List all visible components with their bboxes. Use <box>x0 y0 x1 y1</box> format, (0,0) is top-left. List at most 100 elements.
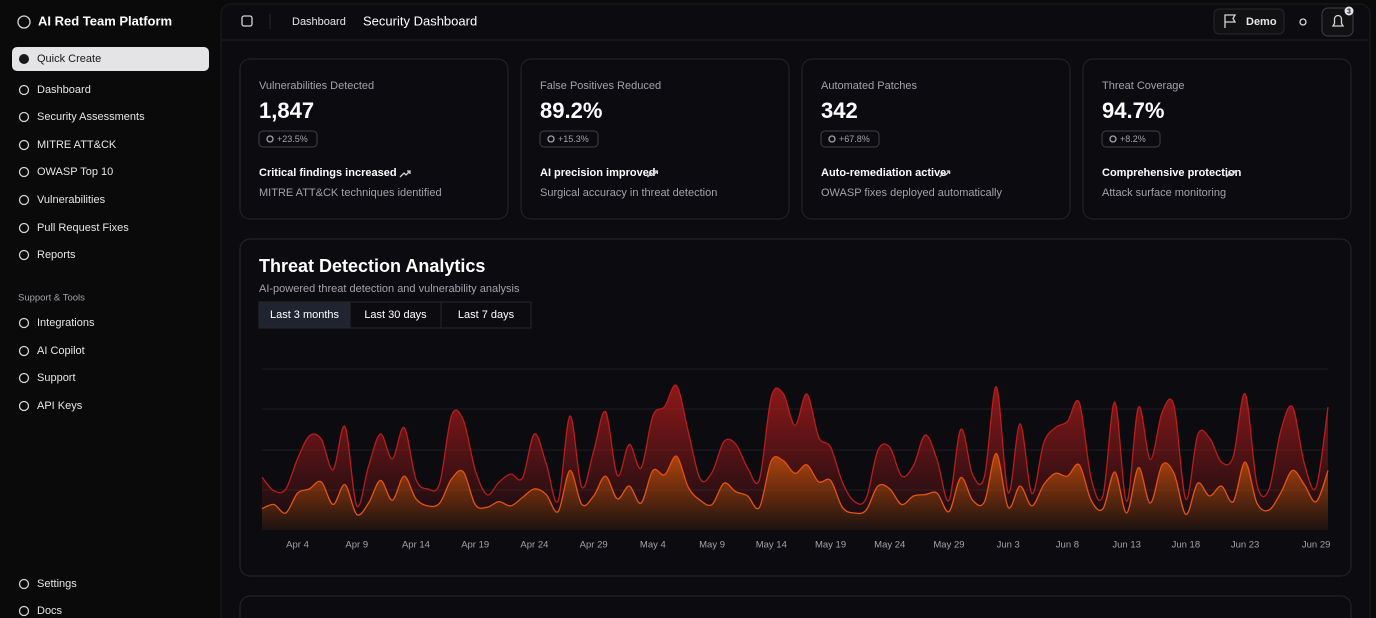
nav-item[interactable]: Pull Request Fixes <box>37 222 129 234</box>
nav-item[interactable]: API Keys <box>37 400 83 412</box>
badge <box>1344 6 1354 16</box>
x-tick-label: Apr 9 <box>345 540 368 551</box>
stat-description: Surgical accuracy in threat detection <box>540 187 717 199</box>
icon <box>18 605 30 617</box>
x-tick-label: May 24 <box>874 540 905 551</box>
stat-label: Vulnerabilities Detected <box>259 80 374 92</box>
x-tick-label: May 4 <box>640 540 666 551</box>
nav-item[interactable]: Docs <box>37 605 63 617</box>
icon <box>18 578 30 590</box>
icon <box>18 194 30 206</box>
x-tick-label: Jun 3 <box>997 540 1020 551</box>
stat-description: Attack surface monitoring <box>1102 187 1226 199</box>
icon <box>18 345 30 357</box>
icon <box>18 166 30 178</box>
stat-change: +8.2% <box>1120 134 1146 144</box>
range-tab-label[interactable]: Last 30 days <box>364 309 427 321</box>
stat-headline: Comprehensive protection <box>1102 167 1242 179</box>
flag-icon <box>1224 14 1237 28</box>
x-tick-label: Apr 24 <box>520 540 548 551</box>
nav-item[interactable]: AI Copilot <box>37 345 85 357</box>
stat-label: Automated Patches <box>821 80 918 92</box>
series-area <box>262 453 1328 530</box>
nav-item[interactable]: Dashboard <box>37 84 91 96</box>
icon <box>18 249 30 261</box>
nav-item[interactable]: Vulnerabilities <box>37 194 106 206</box>
change-badge <box>539 130 599 148</box>
x-tick-label: Jun 29 <box>1302 540 1331 551</box>
x-tick-label: Apr 29 <box>580 540 608 551</box>
nav-item[interactable]: Support <box>37 372 76 384</box>
x-tick-label: Jun 18 <box>1172 540 1201 551</box>
stat-value: 89.2% <box>540 98 602 123</box>
change-badge <box>1101 130 1161 148</box>
quick-create-label[interactable]: Quick Create <box>37 53 101 65</box>
nav-item[interactable]: Integrations <box>37 317 95 329</box>
icon <box>828 135 836 143</box>
stat-headline: Auto-remediation active <box>821 167 946 179</box>
range-tab[interactable] <box>258 301 351 329</box>
x-tick-label: May 19 <box>815 540 846 551</box>
stat-card <box>520 58 790 220</box>
range-tab-label[interactable]: Last 7 days <box>458 309 515 321</box>
x-tick-label: Apr 4 <box>286 540 309 551</box>
stat-label: False Positives Reduced <box>540 80 661 92</box>
breadcrumb[interactable]: Dashboard <box>292 16 346 28</box>
stat-description: OWASP fixes deployed automatically <box>821 187 1002 199</box>
stat-card <box>239 58 509 220</box>
stat-label: Threat Coverage <box>1102 80 1185 92</box>
x-tick-label: May 29 <box>933 540 964 551</box>
icon <box>1109 135 1117 143</box>
theme-toggle[interactable] <box>1299 18 1307 26</box>
chart-card <box>239 238 1352 577</box>
stat-change: +23.5% <box>277 134 308 144</box>
sidebar-toggle[interactable] <box>241 15 253 27</box>
chart-subtitle: AI-powered threat detection and vulnerab… <box>259 283 520 295</box>
range-tab[interactable] <box>349 301 442 329</box>
series-line <box>261 384 1329 508</box>
nav-item[interactable]: Security Assessments <box>37 111 145 123</box>
x-tick-label: May 14 <box>756 540 787 551</box>
stat-value: 342 <box>821 98 858 123</box>
nav-item[interactable]: OWASP Top 10 <box>37 166 113 178</box>
icon <box>18 111 30 123</box>
x-tick-label: Jun 23 <box>1231 540 1260 551</box>
icon <box>18 372 30 384</box>
chart-title: Threat Detection Analytics <box>259 256 485 276</box>
change-badge <box>258 130 318 148</box>
icon <box>18 84 30 96</box>
stat-headline: AI precision improved <box>540 167 656 179</box>
brand: AI Red Team Platform <box>38 13 172 28</box>
quick-create-button[interactable] <box>12 47 209 71</box>
nav-item[interactable]: Reports <box>37 249 76 261</box>
trend-icon <box>939 170 951 178</box>
section-title: Support & Tools <box>18 293 85 304</box>
x-tick-label: May 9 <box>699 540 725 551</box>
next-card <box>239 595 1352 618</box>
page-title: Security Dashboard <box>363 13 477 28</box>
x-tick-label: Apr 14 <box>402 540 430 551</box>
trend-icon <box>1225 170 1237 178</box>
icon <box>18 400 30 412</box>
icon <box>18 317 30 329</box>
stat-headline: Critical findings increased <box>259 167 397 179</box>
series-area <box>262 385 1328 516</box>
x-tick-label: Jun 13 <box>1112 540 1141 551</box>
stat-card <box>1082 58 1352 220</box>
icon <box>18 139 30 151</box>
x-tick-label: Apr 19 <box>461 540 489 551</box>
brand-icon <box>17 15 31 29</box>
range-tab[interactable] <box>440 301 532 329</box>
change-badge <box>820 130 880 148</box>
stat-description: MITRE ATT&CK techniques identified <box>259 187 442 199</box>
icon <box>18 222 30 234</box>
stat-change: +67.8% <box>839 134 870 144</box>
nav-item[interactable]: MITRE ATT&CK <box>37 139 117 151</box>
nav-item[interactable]: Settings <box>37 578 77 590</box>
range-tab-label[interactable]: Last 3 months <box>270 309 340 321</box>
bell-icon <box>1331 14 1345 27</box>
demo-label[interactable]: Demo <box>1246 16 1277 28</box>
stat-card <box>801 58 1071 220</box>
notifications-button[interactable] <box>1321 7 1354 37</box>
